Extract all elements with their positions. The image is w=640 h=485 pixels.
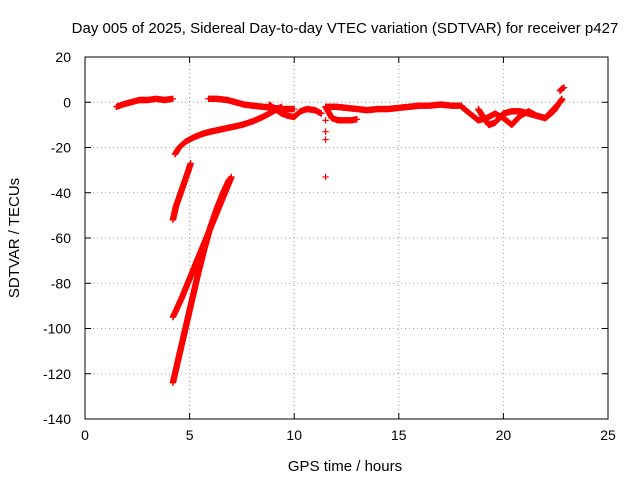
- outlier-point: [322, 117, 329, 124]
- y-tick-label: -40: [51, 185, 71, 201]
- data-point: [558, 95, 566, 103]
- data-point: [187, 160, 194, 167]
- outlier-point: [322, 136, 329, 143]
- y-tick-label: -140: [43, 411, 71, 427]
- data-point: [169, 95, 177, 103]
- axis-ticks: 0 5 10 15 20 25 -140 -120 -100 -80 -60 -40 -20 0 20: [43, 49, 616, 443]
- y-tick-label: -120: [43, 366, 71, 382]
- x-tick-label: 10: [286, 427, 302, 443]
- x-tick-label: 20: [496, 427, 512, 443]
- x-tick-label: 15: [391, 427, 407, 443]
- data-point: [226, 175, 233, 183]
- y-axis-label: SDTVAR / TECUs: [6, 178, 23, 298]
- x-tick-label: 5: [186, 427, 194, 443]
- outlier-point: [322, 128, 329, 135]
- data-point: [560, 84, 568, 91]
- y-tick-label: -20: [51, 140, 71, 156]
- x-axis-label: GPS time / hours: [288, 458, 402, 475]
- data-point: [318, 110, 325, 117]
- y-tick-label: 0: [63, 94, 71, 110]
- outlier-point: [322, 173, 329, 181]
- data-point: [291, 105, 298, 113]
- data-points: [113, 84, 568, 386]
- x-tick-label: 25: [600, 427, 616, 443]
- y-tick-label: -100: [43, 321, 71, 337]
- y-tick-label: 20: [55, 49, 71, 65]
- y-tick-label: -80: [51, 275, 71, 291]
- data-point: [353, 116, 361, 123]
- chart-title: Day 005 of 2025, Sidereal Day-to-day VTE…: [72, 20, 619, 37]
- y-tick-label: -60: [51, 230, 71, 246]
- x-tick-label: 0: [81, 427, 89, 443]
